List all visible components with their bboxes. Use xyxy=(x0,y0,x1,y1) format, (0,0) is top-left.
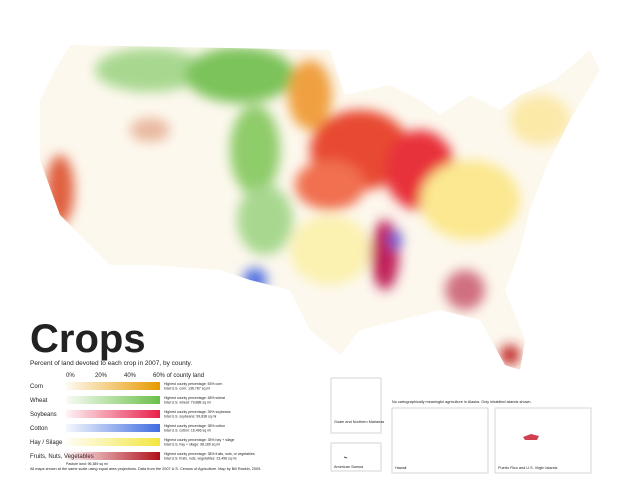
alaska-note: No cartographically meaningful agricultu… xyxy=(392,400,532,404)
legend-note: total U.S. hay + silage: 98,180 sq mi xyxy=(164,443,220,447)
legend-note: total U.S. fruits, nuts, vegetables: 23,… xyxy=(164,457,237,461)
subtitle: Percent of land devoted to each crop in … xyxy=(30,360,192,367)
credit: All maps shown at the same scale using e… xyxy=(30,467,261,471)
legend-swatch xyxy=(66,396,160,404)
samoa-island xyxy=(343,456,348,459)
pr-label: Puerto Rico and U.S. Virgin Islands xyxy=(498,466,558,470)
legend-swatch xyxy=(66,424,160,432)
legend-note: Highest county percentage: 53% corn xyxy=(164,382,222,386)
legend-note: total U.S. corn: 136,787 sq mi xyxy=(164,387,210,391)
hawaii-label: Hawaii xyxy=(395,466,407,470)
legend-note: total U.S. wheat: 79,888 sq mi xyxy=(164,401,211,405)
legend-note: Highest county percentage: 38% fruits, n… xyxy=(164,452,255,456)
legend-name: Corn xyxy=(30,384,43,390)
legend-name: Hay / Silage xyxy=(30,440,63,446)
scale-label: 20% xyxy=(95,373,108,379)
legend-note: total U.S. cotton: 16,496 sq mi xyxy=(164,429,211,433)
samoa-box xyxy=(330,442,382,472)
puerto-rico xyxy=(523,434,539,440)
pr-box xyxy=(494,407,592,474)
legend-note: Highest county percentage: 38% cotton xyxy=(164,424,225,428)
insets: Guam and Northern Marianas American Samo… xyxy=(330,377,592,474)
title: Crops xyxy=(30,317,146,361)
legend-swatch xyxy=(66,410,160,418)
legend-name: Cotton xyxy=(30,426,48,432)
legend-name: Fruits, Nuts, Vegetables xyxy=(30,454,94,460)
us-map xyxy=(40,45,600,370)
scale-label: 0% xyxy=(66,373,75,379)
legend-swatch xyxy=(66,452,160,460)
samoa-label: American Samoa xyxy=(334,465,364,469)
legend-note: Highest county percentage: 35% hay + sil… xyxy=(164,438,234,442)
legend-name: Wheat xyxy=(30,398,48,404)
legend-swatch xyxy=(66,438,160,446)
legend-footnote: Pasture land: 96,389 sq mi xyxy=(66,462,108,466)
scale-label: 40% xyxy=(124,373,137,379)
scale-label: 60% of county land xyxy=(153,373,204,379)
guam-label: Guam and Northern Marianas xyxy=(334,420,384,424)
legend-name: Soybeans xyxy=(30,412,57,418)
legend-note: Highest county percentage: 39% soybeans xyxy=(164,410,231,414)
legend-swatch xyxy=(66,382,160,390)
legend-note: total U.S. soybeans: 99,838 sq mi xyxy=(164,415,217,419)
hawaii-box xyxy=(391,407,489,474)
legend-note: Highest county percentage: 48% wheat xyxy=(164,396,225,400)
guam-box xyxy=(330,377,382,434)
legend: 0% 20% 40% 60% of county land Corn Highest co… xyxy=(30,373,255,466)
